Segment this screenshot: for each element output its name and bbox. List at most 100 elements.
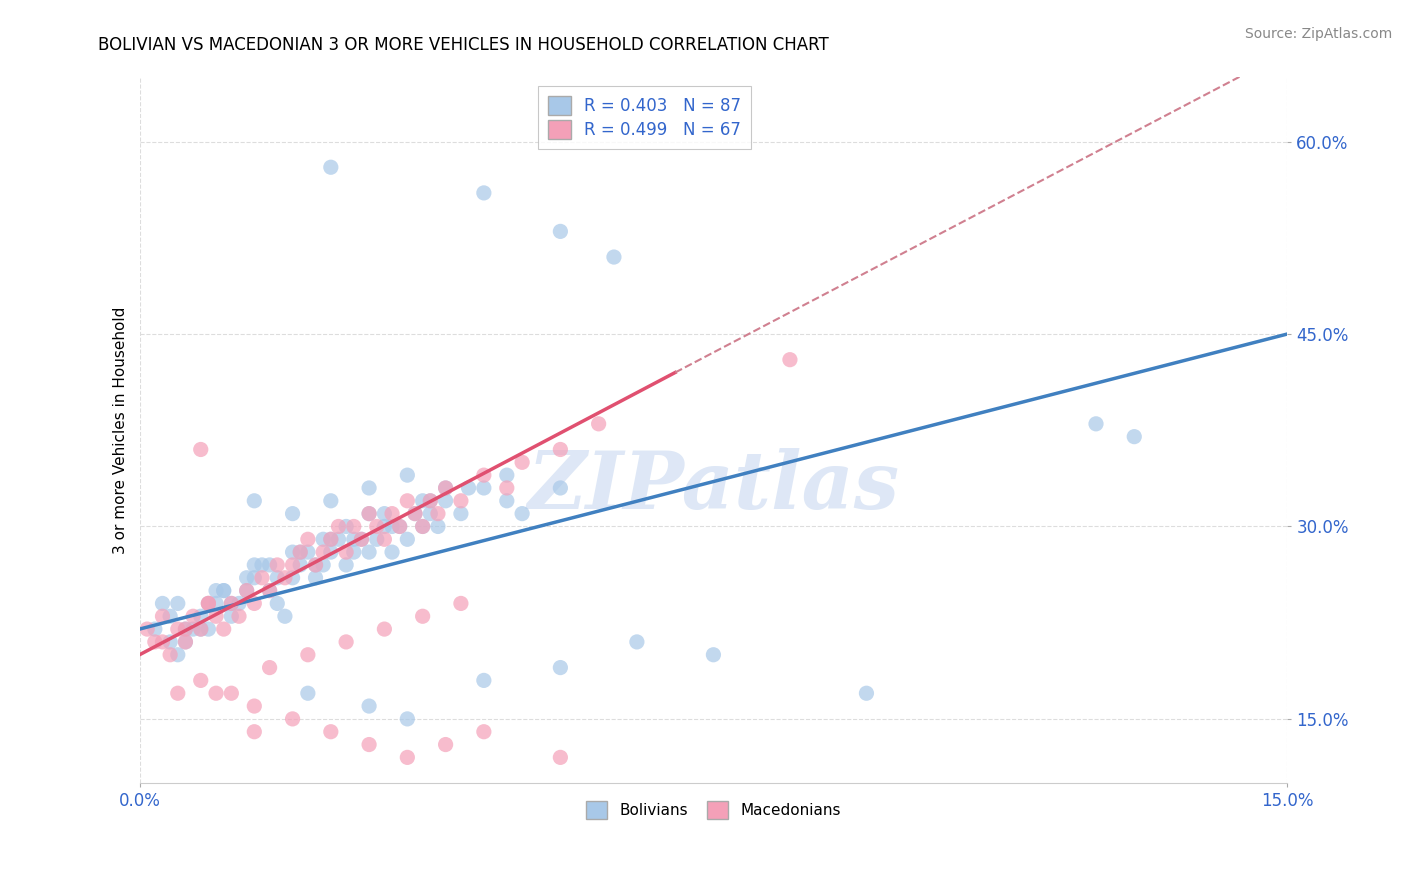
Y-axis label: 3 or more Vehicles in Household: 3 or more Vehicles in Household (114, 307, 128, 554)
Point (412, 519, 434, 533)
Point (359, 545, 381, 559)
Point (281, 545, 304, 559)
Point (174, 622, 197, 636)
Point (304, 558, 326, 572)
Point (228, 596, 250, 610)
Point (472, 481, 495, 495)
Point (702, 648, 724, 662)
Point (550, 750, 572, 764)
Point (550, 481, 572, 495)
Point (472, 724, 495, 739)
Point (181, 609, 204, 624)
Point (603, 250, 626, 264)
Point (359, 507, 381, 521)
Point (335, 545, 357, 559)
Point (266, 596, 288, 610)
Point (388, 519, 411, 533)
Point (243, 699, 266, 714)
Point (550, 660, 572, 674)
Point (266, 558, 288, 572)
Point (304, 571, 326, 585)
Point (588, 417, 610, 431)
Point (434, 481, 457, 495)
Point (373, 507, 395, 521)
Point (419, 493, 441, 508)
Point (457, 481, 479, 495)
Point (152, 596, 174, 610)
Point (426, 519, 449, 533)
Point (472, 673, 495, 688)
Point (419, 507, 441, 521)
Point (335, 558, 357, 572)
Point (243, 571, 266, 585)
Point (205, 583, 228, 598)
Text: Source: ZipAtlas.com: Source: ZipAtlas.com (1244, 27, 1392, 41)
Point (550, 442, 572, 457)
Point (779, 352, 801, 367)
Point (510, 507, 533, 521)
Point (472, 468, 495, 483)
Point (197, 596, 219, 610)
Point (359, 507, 381, 521)
Point (290, 545, 312, 559)
Point (274, 571, 297, 585)
Point (259, 583, 281, 598)
Point (426, 507, 449, 521)
Point (281, 712, 304, 726)
Point (197, 596, 219, 610)
Point (174, 635, 197, 649)
Point (366, 533, 388, 547)
Point (235, 583, 257, 598)
Point (381, 545, 404, 559)
Point (190, 609, 212, 624)
Point (297, 686, 319, 700)
Point (350, 533, 373, 547)
Point (1123, 430, 1146, 444)
Point (259, 583, 281, 598)
Point (495, 481, 517, 495)
Point (212, 583, 235, 598)
Point (205, 596, 228, 610)
Point (297, 533, 319, 547)
Point (381, 519, 404, 533)
Point (450, 596, 472, 610)
Point (343, 533, 366, 547)
Point (159, 648, 181, 662)
Point (366, 519, 388, 533)
Point (190, 622, 212, 636)
Point (290, 558, 312, 572)
Point (152, 609, 174, 624)
Point (205, 609, 228, 624)
Point (495, 468, 517, 483)
Point (328, 533, 350, 547)
Point (412, 609, 434, 624)
Point (166, 596, 188, 610)
Point (396, 750, 419, 764)
Point (434, 738, 457, 752)
Point (243, 724, 266, 739)
Point (304, 558, 326, 572)
Point (259, 558, 281, 572)
Point (221, 686, 243, 700)
Point (235, 583, 257, 598)
Point (472, 186, 495, 200)
Point (274, 609, 297, 624)
Point (297, 545, 319, 559)
Point (319, 545, 342, 559)
Point (243, 596, 266, 610)
Point (626, 635, 648, 649)
Point (197, 596, 219, 610)
Point (166, 622, 188, 636)
Point (319, 160, 342, 174)
Point (174, 622, 197, 636)
Point (281, 507, 304, 521)
Point (190, 673, 212, 688)
Point (297, 648, 319, 662)
Point (143, 635, 166, 649)
Point (205, 686, 228, 700)
Point (152, 635, 174, 649)
Point (250, 571, 273, 585)
Point (312, 545, 335, 559)
Point (450, 493, 472, 508)
Point (159, 609, 181, 624)
